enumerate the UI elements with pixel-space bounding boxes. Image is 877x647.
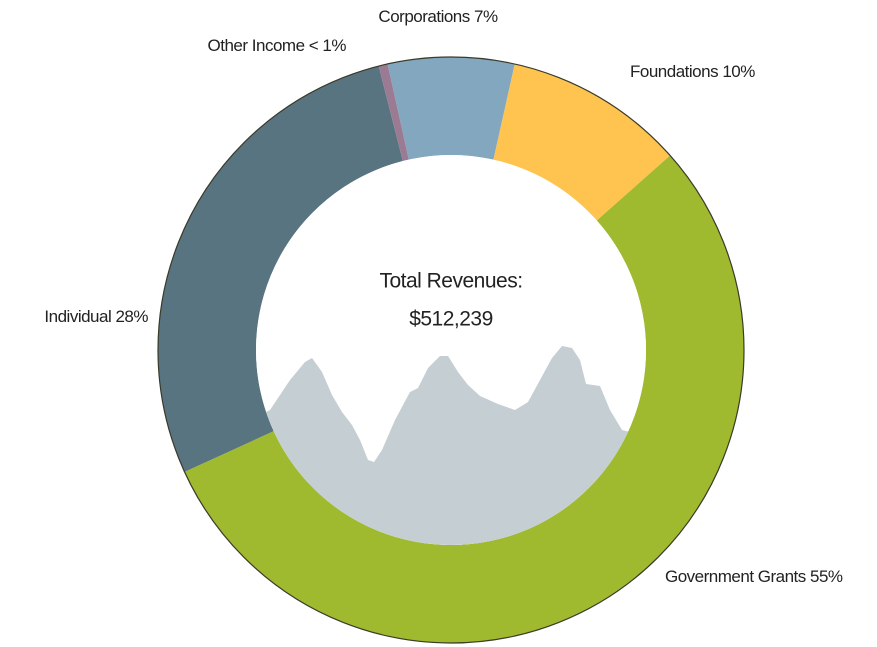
segment-name: Individual	[44, 307, 111, 326]
center-text: $512,239	[409, 308, 493, 331]
segment-name: Other Income	[208, 36, 305, 55]
donut-segment	[493, 64, 671, 221]
segment-value: < 1%	[309, 36, 347, 55]
segment-value: 10%	[722, 62, 755, 81]
segment-value: 7%	[474, 7, 498, 26]
segment-name: Foundations	[630, 62, 718, 81]
segment-label: Other Income < 1%	[208, 36, 347, 55]
segment-label: Government Grants 55%	[665, 567, 843, 586]
donut-outline	[157, 56, 745, 644]
donut-segment	[157, 66, 403, 472]
segment-value: 55%	[810, 567, 843, 586]
segment-name: Government Grants	[665, 567, 806, 586]
donut	[157, 57, 744, 643]
donut-segment	[184, 155, 744, 643]
center-text: Total Revenues:	[379, 270, 522, 293]
segment-label: Foundations 10%	[630, 62, 755, 81]
donut-segment	[378, 63, 409, 162]
mountain-decoration	[256, 346, 646, 545]
segment-value: 28%	[115, 307, 148, 326]
segment-label: Corporations 7%	[378, 7, 498, 26]
donut-segment	[387, 57, 515, 160]
segment-name: Corporations	[378, 7, 469, 26]
segment-label: Individual 28%	[44, 307, 148, 326]
